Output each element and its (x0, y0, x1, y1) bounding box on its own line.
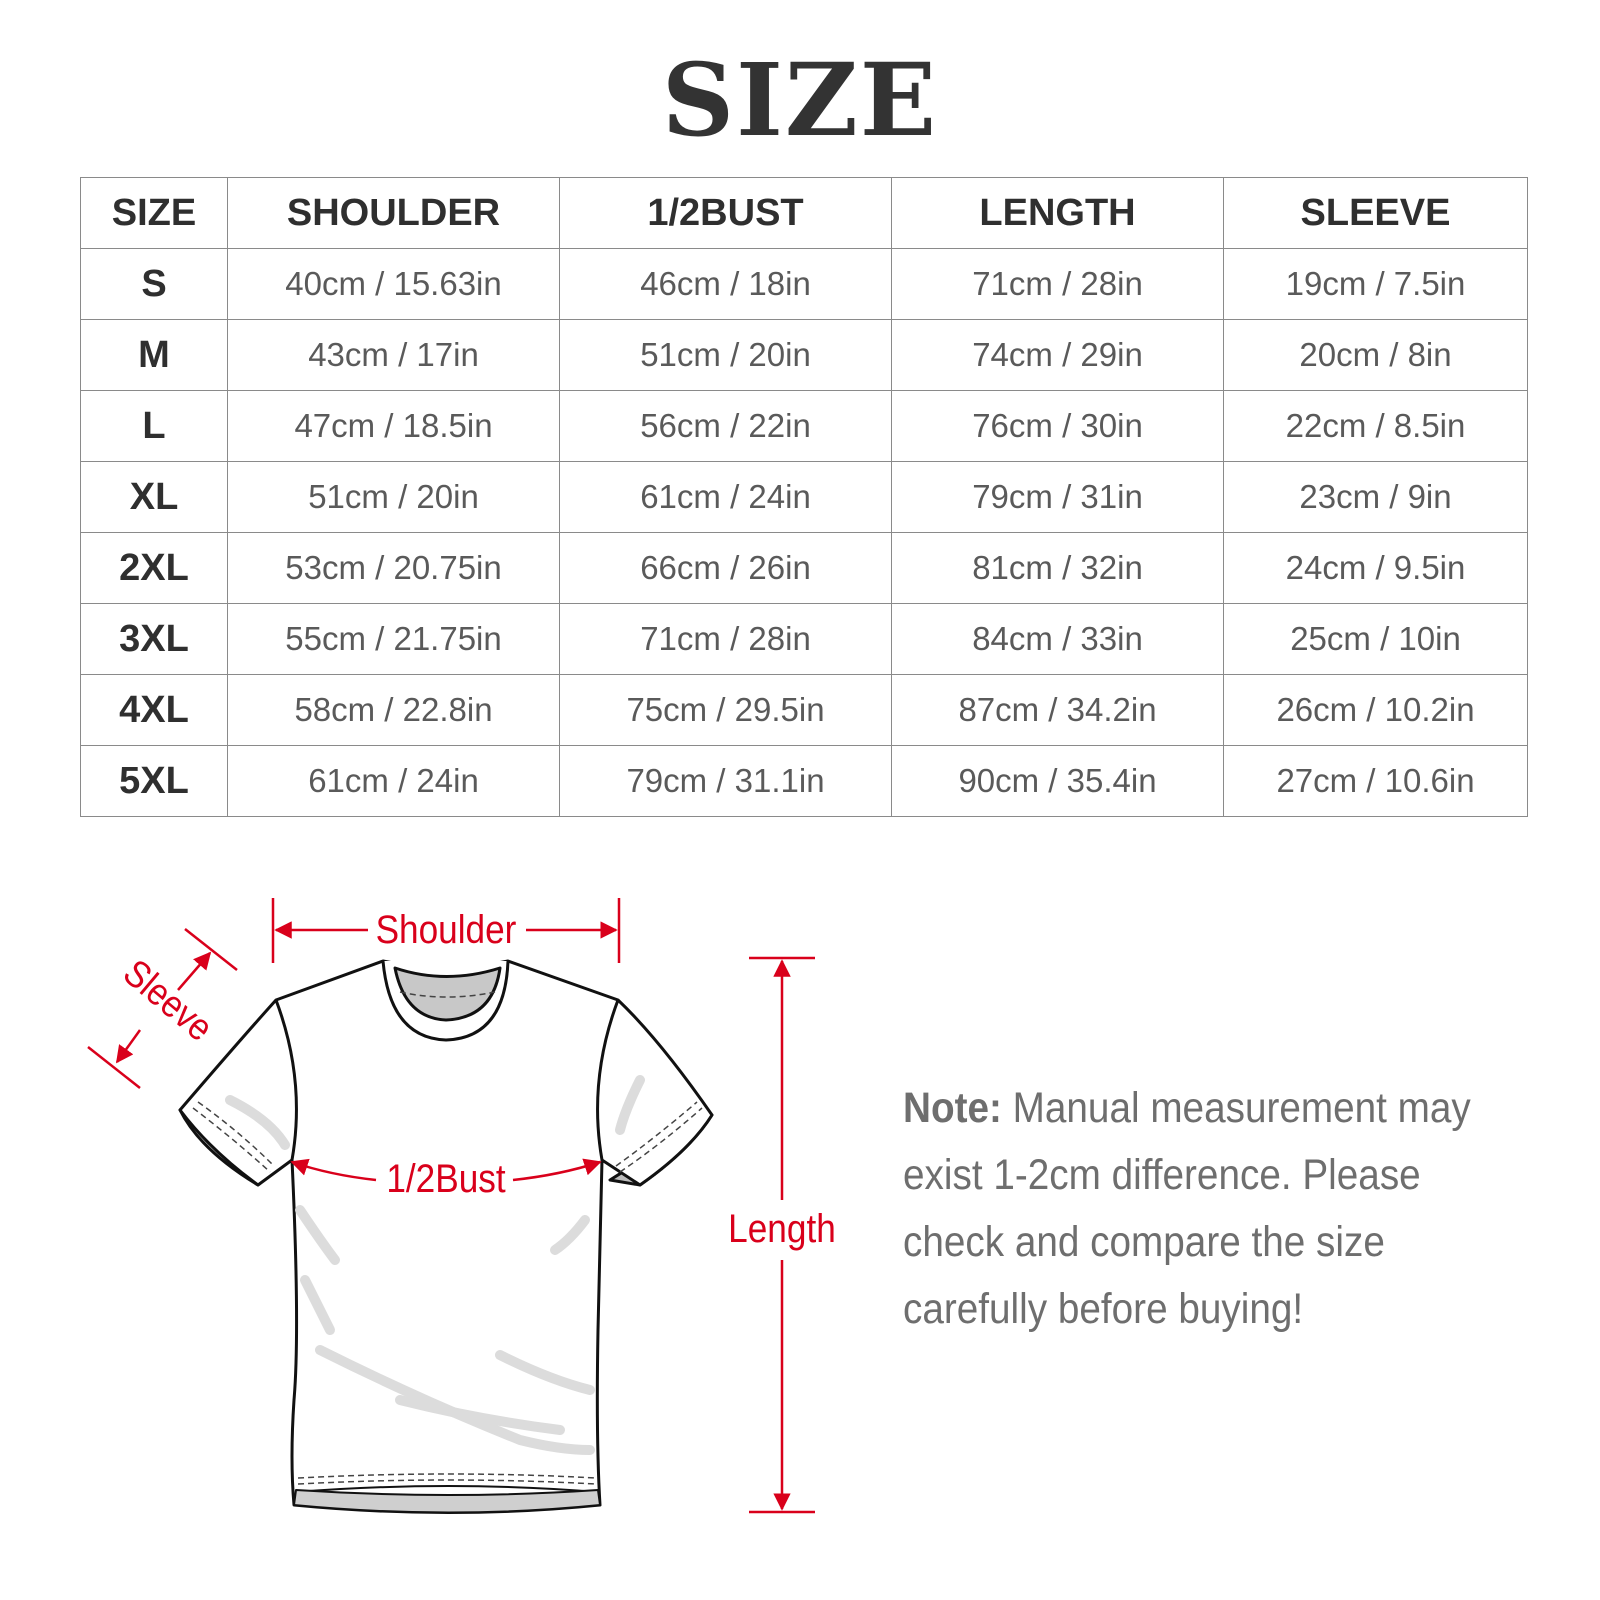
sleeve-label: Sleeve (115, 951, 221, 1049)
cell-sleeve: 26cm / 10.2in (1223, 674, 1528, 746)
cell-length: 81cm / 32in (891, 532, 1224, 604)
header-size: SIZE (80, 177, 228, 249)
note-text: Note: Manual measurement may exist 1-2cm… (903, 1075, 1479, 1343)
header-length: LENGTH (891, 177, 1224, 249)
cell-shoulder: 55cm / 21.75in (227, 603, 560, 675)
cell-bust: 61cm / 24in (559, 461, 892, 533)
length-label: Length (728, 1206, 836, 1251)
shoulder-measure (271, 898, 621, 963)
sleeve-measure (87, 928, 238, 1089)
note-label: Note: (903, 1084, 1002, 1132)
table-row: S 40cm / 15.63in 46cm / 18in 71cm / 28in 19c… (80, 248, 1528, 320)
table-row: 4XL 58cm / 22.8in 75cm / 29.5in 87cm / 34.2… (80, 674, 1528, 746)
cell-bust: 71cm / 28in (559, 603, 892, 675)
table-row: M 43cm / 17in 51cm / 20in 74cm / 29in 20cm /… (80, 319, 1528, 391)
header-sleeve: SLEEVE (1223, 177, 1528, 249)
cell-size: L (80, 390, 228, 462)
length-measure (749, 956, 815, 1514)
tshirt-illustration (178, 959, 714, 1514)
cell-shoulder: 53cm / 20.75in (227, 532, 560, 604)
table-row: 2XL 53cm / 20.75in 66cm / 26in 81cm / 32in 2… (80, 532, 1528, 604)
cell-shoulder: 61cm / 24in (227, 745, 560, 817)
cell-shoulder: 43cm / 17in (227, 319, 560, 391)
cell-shoulder: 40cm / 15.63in (227, 248, 560, 320)
cell-sleeve: 20cm / 8in (1223, 319, 1528, 391)
cell-size: 5XL (80, 745, 228, 817)
table-row: L 47cm / 18.5in 56cm / 22in 76cm / 30in 22cm… (80, 390, 1528, 462)
cell-length: 84cm / 33in (891, 603, 1224, 675)
size-table: SIZE SHOULDER 1/2BUST LENGTH SLEEVE S 40c… (80, 177, 1528, 817)
header-bust: 1/2BUST (559, 177, 892, 249)
cell-length: 74cm / 29in (891, 319, 1224, 391)
cell-size: XL (80, 461, 228, 533)
cell-bust: 66cm / 26in (559, 532, 892, 604)
cell-length: 76cm / 30in (891, 390, 1224, 462)
cell-bust: 46cm / 18in (559, 248, 892, 320)
cell-sleeve: 19cm / 7.5in (1223, 248, 1528, 320)
cell-sleeve: 27cm / 10.6in (1223, 745, 1528, 817)
bust-measure (290, 1158, 602, 1182)
cell-size: 3XL (80, 603, 228, 675)
cell-bust: 75cm / 29.5in (559, 674, 892, 746)
table-row: 5XL 61cm / 24in 79cm / 31.1in 90cm / 35.4in… (80, 745, 1528, 817)
cell-sleeve: 24cm / 9.5in (1223, 532, 1528, 604)
cell-size: 4XL (80, 674, 228, 746)
cell-bust: 79cm / 31.1in (559, 745, 892, 817)
cell-sleeve: 22cm / 8.5in (1223, 390, 1528, 462)
shoulder-label: Shoulder (376, 907, 517, 952)
page-title: SIZE (661, 41, 939, 159)
cell-shoulder: 58cm / 22.8in (227, 674, 560, 746)
cell-length: 71cm / 28in (891, 248, 1224, 320)
bust-label: 1/2Bust (386, 1156, 506, 1201)
table-header-row: SIZE SHOULDER 1/2BUST LENGTH SLEEVE (80, 177, 1528, 249)
cell-sleeve: 23cm / 9in (1223, 461, 1528, 533)
table-row: XL 51cm / 20in 61cm / 24in 79cm / 31in 23cm … (80, 461, 1528, 533)
cell-size: S (80, 248, 228, 320)
table-row: 3XL 55cm / 21.75in 71cm / 28in 84cm / 33in 2… (80, 603, 1528, 675)
cell-bust: 56cm / 22in (559, 390, 892, 462)
cell-length: 90cm / 35.4in (891, 745, 1224, 817)
cell-size: M (80, 319, 228, 391)
note-body: Manual measurement may exist 1-2cm diffe… (903, 1084, 1471, 1333)
cell-sleeve: 25cm / 10in (1223, 603, 1528, 675)
cell-shoulder: 51cm / 20in (227, 461, 560, 533)
